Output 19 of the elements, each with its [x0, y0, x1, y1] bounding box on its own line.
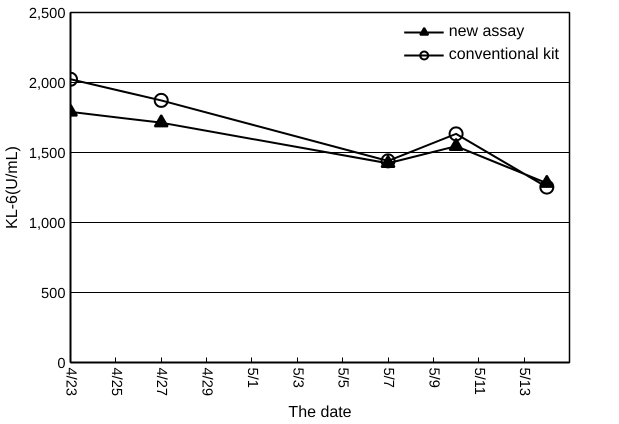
x-tick-label: 4/27	[153, 368, 170, 396]
y-axis-title: KL-6(U/mL)	[4, 146, 21, 229]
x-tick-label: 5/7	[380, 368, 396, 388]
y-tick-label: 1,500	[28, 146, 66, 162]
legend-label: conventional kit	[448, 46, 559, 64]
x-tick-label: 5/9	[425, 368, 442, 388]
y-tick-label: 2,500	[28, 6, 66, 22]
y-tick-label: 2,000	[28, 76, 66, 92]
x-tick-label: 5/11	[470, 368, 487, 395]
y-tick-label: 500	[41, 286, 66, 302]
x-tick-label: 5/3	[289, 368, 306, 388]
x-tick-label: 5/13	[516, 368, 532, 396]
y-tick-label: 1,000	[28, 216, 66, 232]
x-tick-label: 4/29	[198, 368, 215, 396]
x-tick-label: 5/5	[334, 368, 351, 388]
x-tick-label: 5/1	[244, 368, 260, 388]
legend-label: new assay	[448, 23, 524, 41]
x-axis-title: The date	[288, 404, 352, 422]
x-tick-label: 4/25	[108, 368, 124, 396]
